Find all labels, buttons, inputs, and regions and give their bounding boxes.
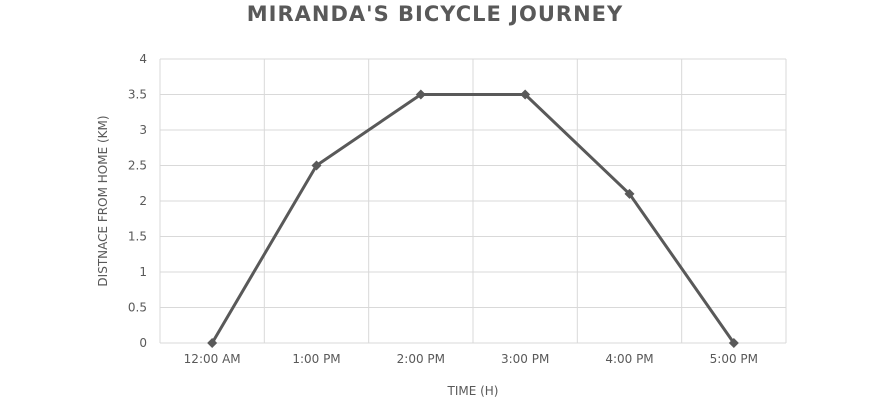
y-tick-label: 1.5 — [128, 230, 147, 244]
x-tick-label: 2:00 PM — [397, 352, 445, 366]
x-axis-title: TIME (H) — [446, 384, 498, 398]
y-tick-label: 2 — [139, 194, 147, 208]
tick-labels: 0 0.5 1 1.5 2 2.5 3 3.5 4 12:00 AM 1:00 PM 2:00 PM 3… — [128, 52, 758, 366]
data-point — [207, 338, 218, 348]
y-tick-label: 2.5 — [128, 159, 147, 173]
y-tick-label: 1 — [139, 265, 147, 279]
grid — [159, 58, 787, 344]
x-tick-label: 12:00 AM — [184, 352, 241, 366]
y-tick-label: 4 — [139, 52, 147, 66]
x-tick-label: 3:00 PM — [501, 352, 549, 366]
x-tick-label: 4:00 PM — [605, 352, 653, 366]
data-point — [728, 338, 739, 348]
data-point — [415, 89, 426, 100]
x-tick-label: 1:00 PM — [292, 352, 340, 366]
y-tick-label: 0 — [139, 336, 147, 350]
data-point — [624, 188, 635, 199]
data-point — [311, 160, 322, 171]
x-tick-label: 5:00 PM — [710, 352, 758, 366]
data-point — [520, 89, 531, 100]
y-tick-label: 3.5 — [128, 88, 147, 102]
chart-title: MIRANDA'S BICYCLE JOURNEY — [246, 2, 624, 26]
series — [207, 89, 739, 348]
y-tick-label: 3 — [139, 123, 147, 137]
y-tick-label: 0.5 — [128, 301, 147, 315]
y-axis-title: DISTNACE FROM HOME (KM) — [96, 115, 110, 286]
series-line — [210, 93, 736, 344]
